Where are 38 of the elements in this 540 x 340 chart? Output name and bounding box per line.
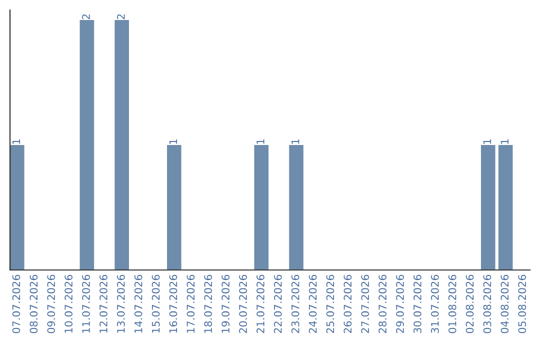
x-tick-label: 08.07.2026 — [30, 274, 38, 334]
x-tick-label: 13.07.2026 — [116, 274, 125, 333]
x-tick-label: 21.07.2026 — [256, 274, 264, 334]
data-label: 1 — [169, 139, 178, 144]
data-label: 2 — [82, 14, 90, 20]
x-tick-label: 18.07.2026 — [204, 274, 212, 333]
x-tick-label: 30.07.2026 — [414, 274, 422, 334]
x-tick-label: 31.07.2026 — [430, 274, 439, 334]
x-tick-label: 26.07.2026 — [344, 274, 352, 334]
x-tick-label: 29.07.2026 — [396, 274, 404, 334]
x-tick-label: 12.07.2026 — [100, 274, 108, 333]
x-tick-label: 01.08.2026 — [448, 274, 456, 334]
x-tick-label: 23.07.2026 — [291, 274, 300, 334]
data-label: 2 — [116, 14, 125, 20]
x-tick-label: 03.08.2026 — [483, 274, 492, 334]
x-tick-label: 22.07.2026 — [274, 274, 282, 334]
x-tick-label: 02.08.2026 — [466, 274, 474, 334]
data-label: 1 — [292, 139, 300, 144]
x-tick-label: 07.07.2026 — [12, 274, 20, 334]
x-tick-label: 27.07.2026 — [361, 274, 370, 334]
x-tick-label: 24.07.2026 — [308, 274, 317, 334]
data-label: 1 — [12, 139, 20, 144]
x-tick-label: 14.07.2026 — [134, 274, 142, 333]
x-tick-label: 20.07.2026 — [239, 274, 247, 334]
x-tick-label: 28.07.2026 — [378, 274, 386, 334]
x-tick-label: 04.08.2026 — [500, 274, 509, 334]
x-tick-label: 16.07.2026 — [169, 274, 178, 333]
x-tick-label: 25.07.2026 — [326, 274, 334, 334]
data-label: 1 — [483, 139, 492, 144]
x-tick-label: 17.07.2026 — [186, 274, 195, 333]
data-label: 1 — [256, 139, 264, 144]
x-tick-label: 09.07.2026 — [47, 274, 56, 334]
x-tick-label: 10.07.2026 — [64, 274, 73, 333]
data-label: 1 — [500, 139, 508, 144]
x-tick-label: 15.07.2026 — [152, 274, 160, 333]
x-tick-label: 19.07.2026 — [222, 274, 230, 333]
x-tick-label: 05.08.2026 — [518, 274, 526, 334]
x-tick-label: 11.07.2026 — [82, 274, 90, 333]
